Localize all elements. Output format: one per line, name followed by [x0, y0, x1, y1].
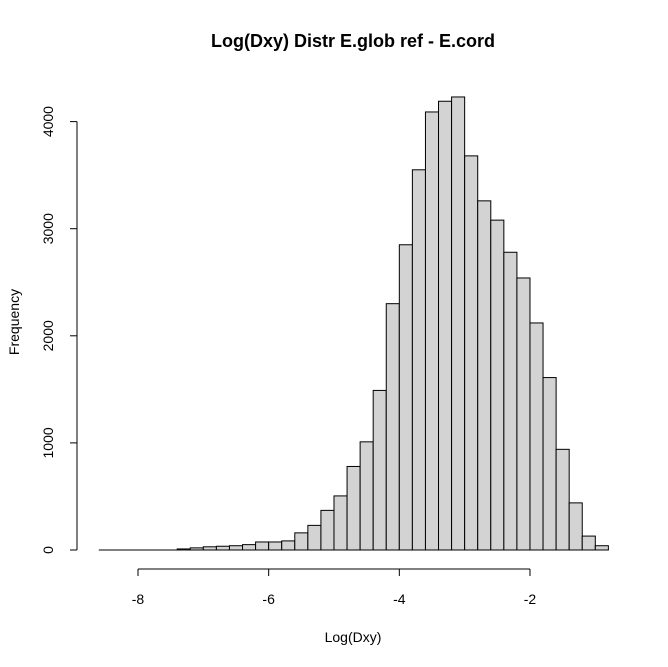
- histogram-bar: [359, 441, 374, 551]
- histogram-bar: [424, 111, 440, 551]
- histogram-bar: [294, 532, 309, 551]
- y-axis: 0 1000 2000 3000 4000: [40, 106, 78, 554]
- histogram-bar: [594, 545, 609, 551]
- x-tick-label: -6: [262, 591, 275, 607]
- y-tick-label: 4000: [40, 106, 56, 137]
- y-tick-label: 0: [40, 546, 56, 554]
- x-tick-label: -8: [132, 591, 145, 607]
- histogram-bar: [242, 544, 257, 551]
- x-tick-label: -4: [393, 591, 406, 607]
- histogram-bar: [333, 495, 348, 551]
- histogram-bar: [542, 377, 557, 551]
- histogram-bar: [490, 219, 505, 551]
- histogram-bar: [411, 169, 426, 551]
- histogram-bar: [529, 322, 544, 551]
- histogram-bar: [228, 545, 244, 551]
- histogram-bar: [281, 540, 296, 551]
- histogram-bar: [307, 524, 322, 551]
- histogram-bar: [320, 509, 335, 551]
- x-tick-label: -2: [524, 591, 537, 607]
- histogram-bar: [385, 303, 400, 551]
- y-tick-label: 2000: [40, 320, 56, 351]
- y-axis-label: Frequency: [6, 289, 22, 355]
- histogram-bar: [464, 155, 479, 551]
- histogram-bar: [372, 389, 387, 551]
- x-axis-label: Log(Dxy): [325, 629, 382, 645]
- histogram-bar: [516, 277, 531, 551]
- histogram-bar: [503, 251, 518, 551]
- histogram-bar: [477, 200, 492, 551]
- histogram-bar: [268, 541, 283, 551]
- histogram-bar: [581, 535, 596, 551]
- y-tick-label: 1000: [40, 427, 56, 458]
- histogram-bar: [215, 545, 230, 551]
- histogram-bar: [346, 465, 361, 551]
- histogram-bars: [98, 96, 609, 551]
- histogram-bar: [451, 96, 466, 551]
- histogram-bar: [438, 100, 453, 551]
- histogram-bar: [555, 448, 570, 551]
- chart-title: Log(Dxy) Distr E.glob ref - E.cord: [211, 31, 495, 51]
- histogram-bar: [398, 244, 413, 551]
- histogram-bar: [568, 502, 583, 551]
- histogram-bar: [255, 541, 270, 551]
- y-tick-label: 3000: [40, 213, 56, 244]
- x-axis: -8 -6 -4 -2: [132, 568, 537, 607]
